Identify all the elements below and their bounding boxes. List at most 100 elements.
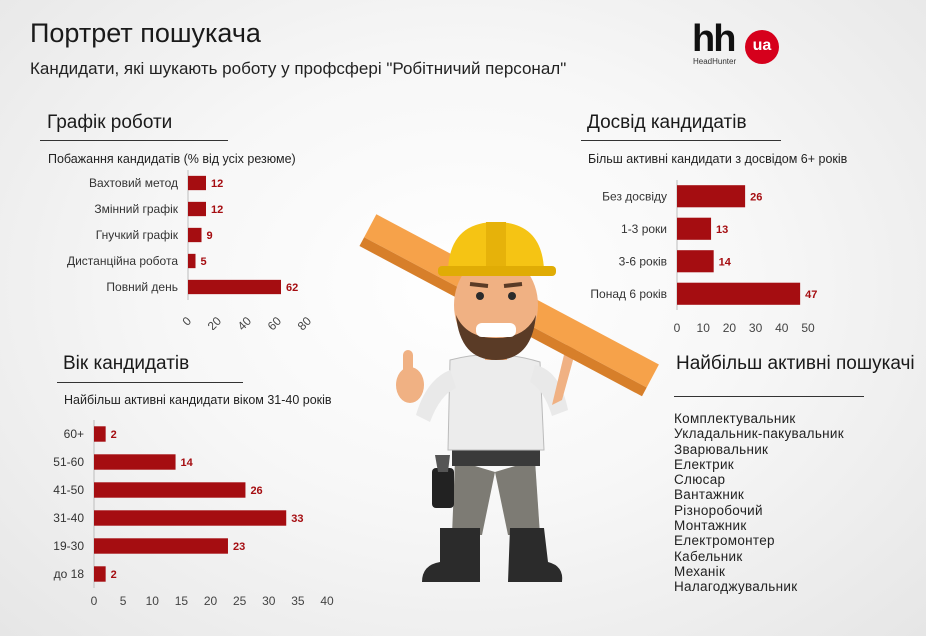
x-tick-label: 20 bbox=[205, 314, 225, 330]
bar bbox=[94, 426, 106, 442]
active-underline bbox=[674, 396, 864, 397]
bar bbox=[94, 482, 246, 498]
worker-left-arm bbox=[396, 350, 456, 422]
active-seeker-item: Механік bbox=[674, 563, 726, 579]
schedule-underline bbox=[40, 140, 228, 141]
hh-logo-mark: hh bbox=[692, 18, 736, 60]
experience-underline bbox=[581, 140, 781, 141]
x-tick-label: 0 bbox=[674, 321, 681, 335]
value-label: 47 bbox=[805, 289, 817, 301]
value-label: 13 bbox=[716, 224, 728, 236]
value-label: 9 bbox=[207, 230, 213, 242]
category-label: Понад 6 років bbox=[590, 287, 667, 301]
category-label: до 18 bbox=[54, 567, 85, 581]
x-tick-label: 35 bbox=[291, 594, 305, 608]
bar bbox=[677, 185, 746, 208]
x-tick-label: 0 bbox=[179, 314, 194, 329]
schedule-note: Побажання кандидатів (% від усіх резюме) bbox=[48, 152, 296, 166]
value-label: 12 bbox=[211, 178, 223, 190]
age-underline bbox=[57, 382, 243, 383]
experience-chart: Без досвіду 26 1-3 роки 13 3-6 років 14 Понад … bbox=[590, 180, 817, 335]
value-label: 26 bbox=[250, 485, 262, 497]
schedule-heading: Графік роботи bbox=[47, 112, 173, 133]
page-subtitle: Кандидати, які шукають роботу у профсфер… bbox=[30, 59, 567, 78]
tool-pouch bbox=[432, 468, 454, 508]
logo-caption: HeadHunter bbox=[693, 57, 737, 66]
value-label: 23 bbox=[233, 541, 245, 553]
category-label: 19-30 bbox=[53, 539, 84, 553]
hard-hat-icon bbox=[438, 222, 556, 276]
value-label: 2 bbox=[111, 569, 117, 581]
x-tick-label: 40 bbox=[235, 314, 255, 330]
bar bbox=[94, 454, 176, 470]
page-title: Портрет пошукача bbox=[30, 18, 261, 48]
worker-head bbox=[454, 255, 538, 360]
category-label: 3-6 років bbox=[619, 254, 667, 268]
age-note: Найбільш активні кандидати віком 31-40 р… bbox=[64, 393, 332, 407]
worker-boots bbox=[422, 528, 563, 582]
active-seeker-item: Електрик bbox=[674, 456, 734, 472]
category-label: Дистанційна робота bbox=[67, 254, 178, 268]
x-tick-label: 10 bbox=[146, 594, 160, 608]
active-heading: Найбільш активні пошукачі bbox=[676, 353, 915, 374]
bar bbox=[94, 538, 228, 554]
worker-legs bbox=[452, 460, 540, 535]
value-label: 2 bbox=[111, 429, 117, 441]
category-label: Повний день bbox=[106, 280, 178, 294]
worker-belt bbox=[452, 446, 540, 466]
bar bbox=[677, 282, 801, 305]
x-tick-label: 20 bbox=[204, 594, 218, 608]
x-tick-label: 80 bbox=[295, 314, 315, 330]
active-seeker-item: Кабельник bbox=[674, 548, 743, 564]
category-label: 51-60 bbox=[53, 455, 84, 469]
active-seeker-item: Різноробочий bbox=[674, 502, 763, 518]
value-label: 5 bbox=[201, 256, 207, 268]
value-label: 26 bbox=[750, 191, 762, 203]
x-tick-label: 25 bbox=[233, 594, 247, 608]
worker-shirt bbox=[447, 354, 545, 451]
value-label: 33 bbox=[291, 513, 303, 525]
x-tick-label: 10 bbox=[697, 321, 711, 335]
active-seeker-item: Зварювальник bbox=[674, 441, 769, 457]
category-label: Змінний графік bbox=[94, 202, 178, 216]
active-seeker-item: Слюсар bbox=[674, 472, 726, 488]
bar bbox=[677, 250, 714, 273]
active-seeker-item: Комплектувальник bbox=[674, 411, 796, 426]
category-label: Гнучкий графік bbox=[96, 228, 179, 242]
value-label: 14 bbox=[719, 256, 732, 268]
category-label: Без досвіду bbox=[602, 189, 667, 203]
active-seeker-item: Електромонтер bbox=[674, 533, 775, 549]
x-tick-label: 40 bbox=[320, 594, 334, 608]
active-seekers-list: Комплектувальник Укладальник-пакувальник З… bbox=[674, 411, 844, 595]
bar bbox=[677, 217, 712, 240]
active-seeker-item: Монтажник bbox=[674, 518, 747, 534]
active-seeker-item: Укладальник-пакувальник bbox=[674, 426, 844, 442]
category-label: Вахтовий метод bbox=[89, 176, 178, 190]
x-tick-label: 15 bbox=[175, 594, 189, 608]
bar bbox=[94, 566, 106, 582]
x-tick-label: 30 bbox=[262, 594, 276, 608]
category-label: 1-3 роки bbox=[621, 222, 667, 236]
hammer-icon bbox=[435, 455, 450, 472]
x-tick-label: 0 bbox=[91, 594, 98, 608]
x-tick-label: 40 bbox=[775, 321, 789, 335]
bar bbox=[188, 201, 206, 217]
experience-heading: Досвід кандидатів bbox=[587, 112, 747, 133]
bar bbox=[188, 253, 196, 269]
x-tick-label: 60 bbox=[265, 314, 285, 330]
x-tick-label: 20 bbox=[723, 321, 737, 335]
active-seeker-item: Вантажник bbox=[674, 487, 745, 503]
schedule-chart: Вахтовий метод 12 Змінний графік 12 Гнучкий … bbox=[67, 170, 315, 330]
category-label: 41-50 bbox=[53, 483, 84, 497]
x-tick-label: 5 bbox=[120, 594, 127, 608]
x-tick-label: 50 bbox=[801, 321, 815, 335]
experience-note: Більш активні кандидати з досвідом 6+ ро… bbox=[588, 152, 848, 166]
active-seeker-item: Налагоджувальник bbox=[674, 579, 798, 595]
worker-illustration bbox=[359, 214, 659, 582]
value-label: 62 bbox=[286, 282, 298, 294]
category-label: 31-40 bbox=[53, 511, 84, 525]
bar bbox=[188, 175, 206, 191]
bar bbox=[188, 227, 202, 243]
category-label: 60+ bbox=[64, 427, 84, 441]
